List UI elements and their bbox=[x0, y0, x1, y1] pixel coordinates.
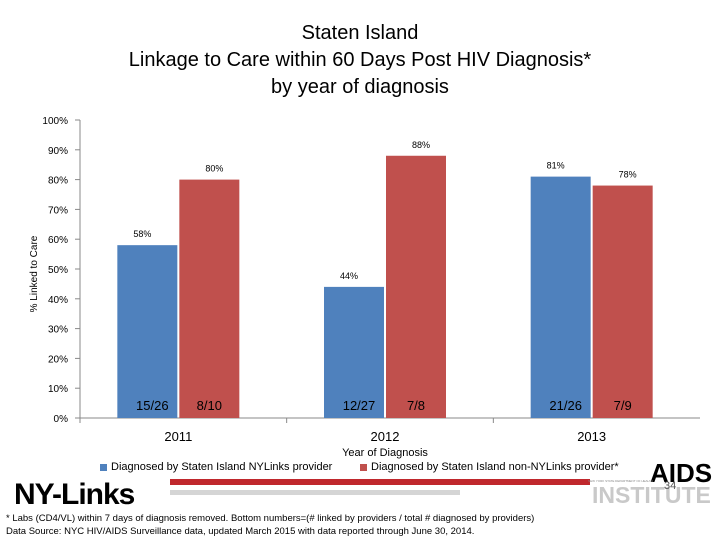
footnote-line-2: Data Source: NYC HIV/AIDS Surveillance d… bbox=[6, 526, 475, 537]
x-tick-label: 2012 bbox=[371, 429, 400, 444]
x-tick-label: 2011 bbox=[164, 429, 192, 444]
y-tick-label: 100% bbox=[42, 116, 68, 127]
data-label: 44% bbox=[340, 271, 358, 281]
footnote-line-1: * Labs (CD4/VL) within 7 days of diagnos… bbox=[6, 513, 535, 524]
count-label: 7/8 bbox=[407, 398, 425, 413]
y-tick-label: 10% bbox=[48, 384, 68, 395]
data-label: 88% bbox=[412, 140, 430, 150]
y-tick-label: 80% bbox=[48, 176, 68, 187]
x-tick-label: 2013 bbox=[577, 429, 606, 444]
legend-swatch-blue bbox=[100, 463, 107, 471]
aids-logo: AIDS bbox=[650, 458, 713, 488]
count-label: 12/27 bbox=[343, 398, 376, 413]
stripe-red bbox=[170, 479, 590, 485]
data-label: 80% bbox=[205, 164, 223, 174]
bar bbox=[179, 179, 240, 418]
bar bbox=[386, 155, 446, 418]
bar bbox=[324, 286, 384, 418]
y-axis-label: % Linked to Care bbox=[29, 235, 40, 312]
title-line-3: by year of diagnosis bbox=[271, 76, 449, 98]
count-label: 7/9 bbox=[614, 398, 632, 413]
data-label: 78% bbox=[619, 170, 637, 180]
stripe-grey bbox=[170, 490, 460, 495]
bar bbox=[117, 245, 178, 418]
y-tick-label: 90% bbox=[48, 146, 68, 157]
title-line-2: Linkage to Care within 60 Days Post HIV … bbox=[128, 49, 592, 71]
y-tick-label: 30% bbox=[48, 325, 68, 336]
y-tick-label: 70% bbox=[48, 205, 68, 216]
y-tick-label: 40% bbox=[48, 295, 68, 306]
institute-logo: INSTITUTE bbox=[592, 482, 711, 508]
y-tick-label: 50% bbox=[48, 265, 68, 276]
data-label: 81% bbox=[547, 161, 565, 171]
count-label: 8/10 bbox=[197, 398, 222, 413]
y-tick-label: 0% bbox=[54, 414, 69, 425]
aids-tagline: NEW YORK STATE DEPARTMENT OF HEALTH bbox=[588, 479, 653, 483]
legend-item-nylinks: Diagnosed by Staten Island NYLinks provi… bbox=[100, 461, 332, 473]
bar bbox=[592, 185, 653, 418]
x-axis-label: Year of Diagnosis bbox=[342, 447, 428, 459]
nylinks-logo: NY-Links bbox=[14, 478, 135, 511]
logo-stripes bbox=[170, 479, 590, 495]
count-label: 21/26 bbox=[549, 398, 582, 413]
y-tick-label: 60% bbox=[48, 235, 68, 246]
legend-label-nylinks: Diagnosed by Staten Island NYLinks provi… bbox=[111, 461, 333, 473]
title-line-1: Staten Island bbox=[301, 22, 419, 44]
data-label: 58% bbox=[133, 229, 151, 239]
bar-chart: 0% 10% 20% 30% 40% 50% 60% 70% 80% 90% 100% % Linke… bbox=[29, 116, 700, 459]
page-number: 34 bbox=[664, 480, 677, 492]
legend-label-non-nylinks: Diagnosed by Staten Island non-NYLinks p… bbox=[371, 461, 619, 473]
count-label: 15/26 bbox=[136, 398, 169, 413]
legend-item-non-nylinks: Diagnosed by Staten Island non-NYLinks p… bbox=[360, 461, 619, 473]
chart-title: Staten Island Linkage to Care within 60 … bbox=[0, 20, 720, 101]
y-tick-label: 20% bbox=[48, 354, 68, 365]
footnote: * Labs (CD4/VL) within 7 days of diagnos… bbox=[6, 512, 534, 538]
bar bbox=[530, 176, 591, 418]
legend-swatch-red bbox=[360, 463, 367, 471]
